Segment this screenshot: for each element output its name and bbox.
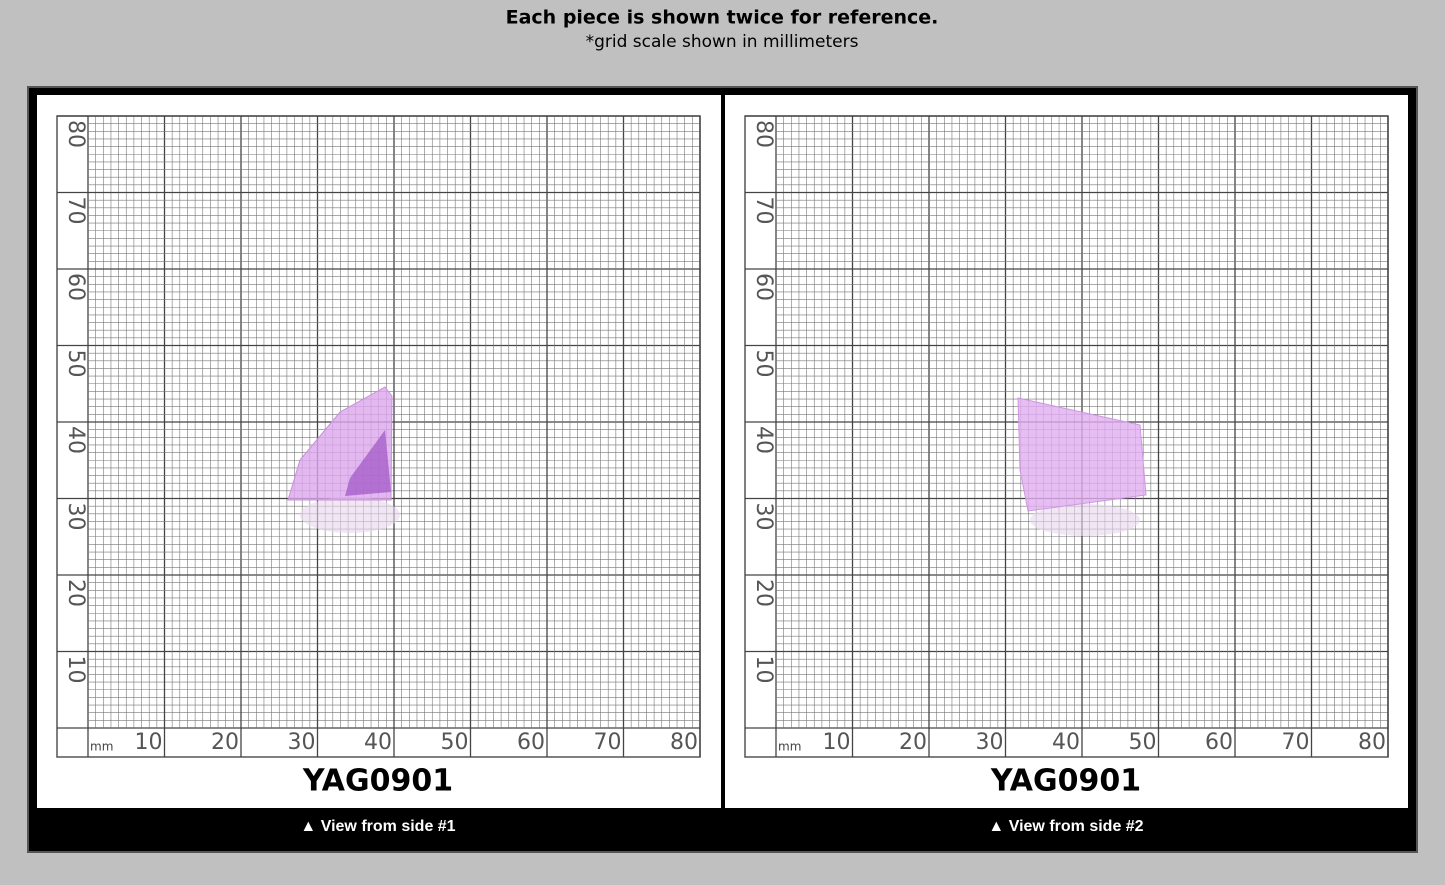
y-scale-label: 80 (63, 120, 88, 148)
title: Each piece is shown twice for reference. (506, 7, 939, 29)
x-scale-label: 70 (594, 730, 622, 755)
crystal-facet (345, 430, 391, 496)
shadow (300, 497, 400, 533)
crystal-body (1017, 397, 1147, 512)
unit-label: mm (778, 740, 801, 754)
x-scale-label: 40 (364, 730, 392, 755)
y-scale-label: 80 (751, 120, 776, 148)
y-scale-label: 70 (63, 197, 88, 225)
x-scale-label: 50 (1129, 730, 1157, 755)
piece-label: YAG0901 (990, 764, 1141, 799)
view-caption: ▲ View from side #2 (988, 818, 1143, 835)
shadow (1030, 504, 1140, 536)
x-scale-label: 30 (288, 730, 316, 755)
y-scale-label: 40 (63, 426, 88, 454)
y-scale-label: 10 (63, 656, 88, 684)
y-scale-label: 20 (751, 579, 776, 607)
x-scale-label: 10 (823, 730, 851, 755)
y-scale-label: 30 (63, 503, 88, 531)
unit-label: mm (90, 740, 113, 754)
y-scale-label: 10 (751, 656, 776, 684)
x-scale-label: 80 (670, 730, 698, 755)
x-scale-label: 10 (135, 730, 163, 755)
x-scale-label: 50 (441, 730, 469, 755)
y-scale-label: 60 (751, 273, 776, 301)
x-scale-label: 60 (517, 730, 545, 755)
x-scale-label: 60 (1205, 730, 1233, 755)
piece-label: YAG0901 (302, 764, 453, 799)
x-scale-label: 70 (1282, 730, 1310, 755)
view-caption: ▲ View from side #1 (300, 818, 455, 835)
y-scale-label: 40 (751, 426, 776, 454)
y-scale-label: 60 (63, 273, 88, 301)
y-scale-label: 50 (751, 350, 776, 378)
y-scale-label: 70 (751, 197, 776, 225)
graph-paper: mm 10 20 30 40 50 60 70 80 10 20 30 40 50 60 70 80 (744, 115, 1389, 758)
x-scale-label: 30 (976, 730, 1004, 755)
y-scale-label: 30 (751, 503, 776, 531)
y-scale-label: 50 (63, 350, 88, 378)
x-scale-label: 20 (211, 730, 239, 755)
y-scale-label: 20 (63, 579, 88, 607)
crystal-1 (287, 386, 400, 533)
x-scale-label: 80 (1358, 730, 1386, 755)
subtitle: *grid scale shown in millimeters (586, 32, 859, 52)
crystal-2 (1017, 397, 1147, 536)
x-scale-label: 20 (899, 730, 927, 755)
x-scale-label: 40 (1052, 730, 1080, 755)
